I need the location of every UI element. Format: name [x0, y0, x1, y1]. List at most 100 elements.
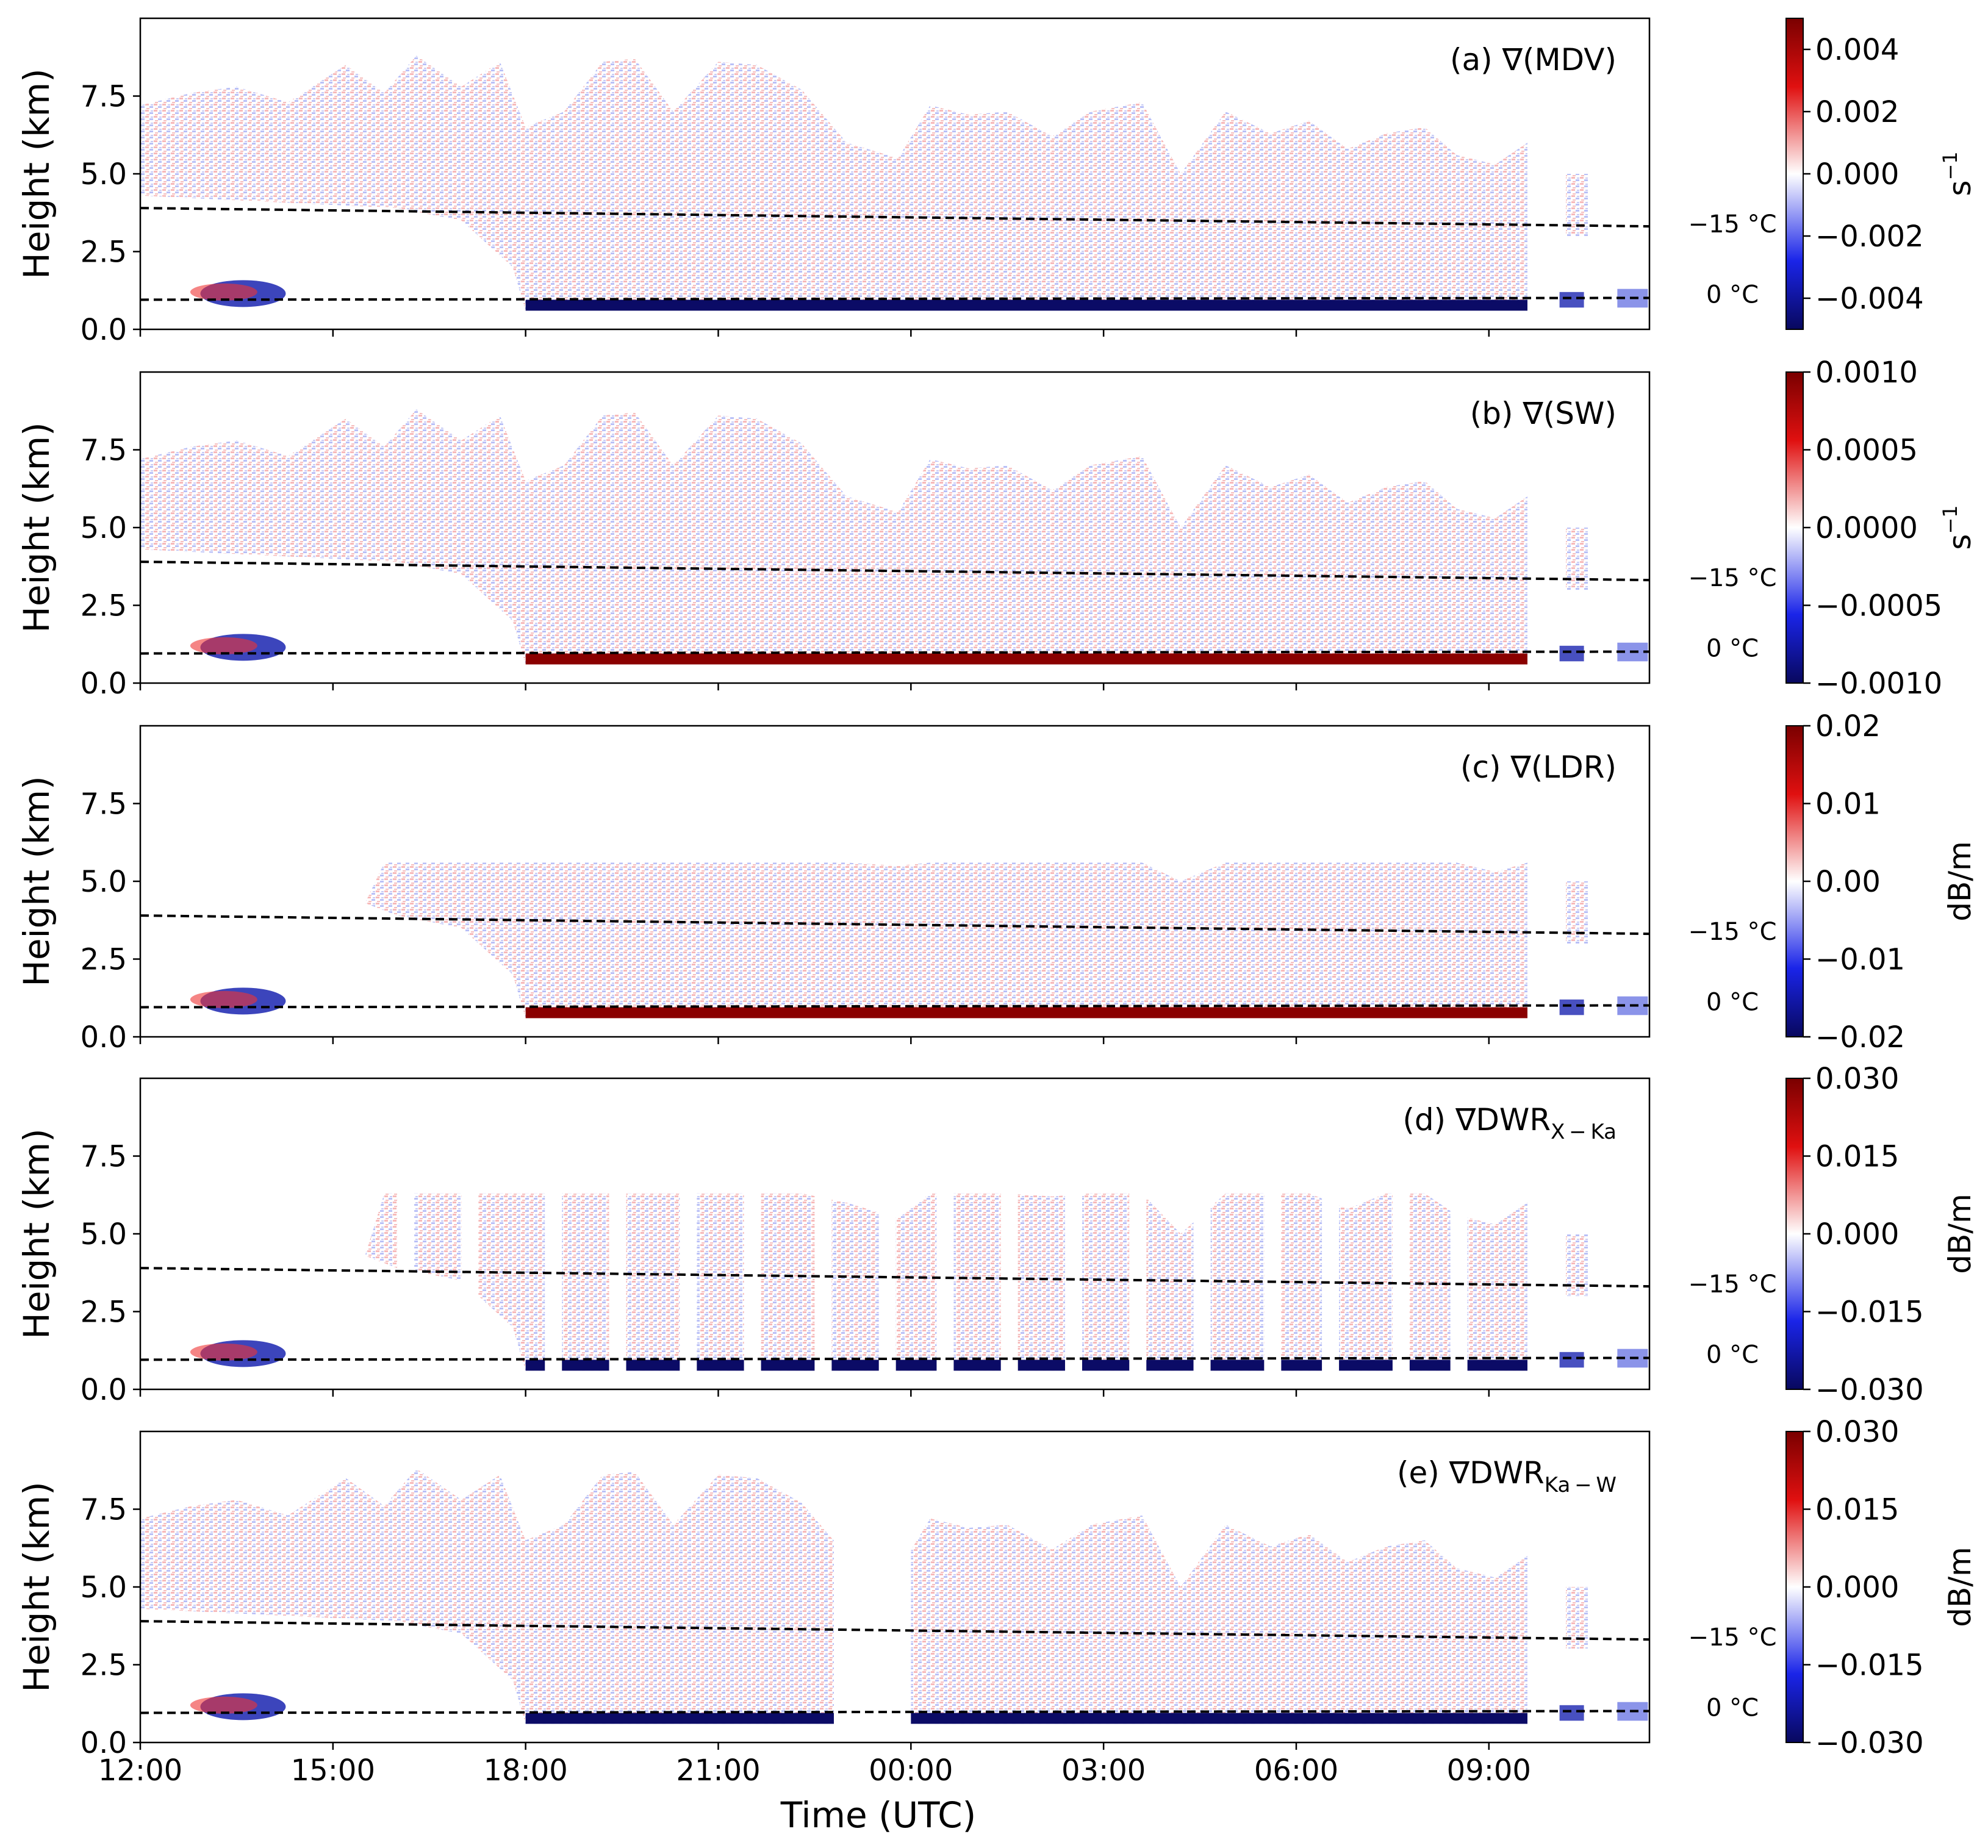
data-gap: [1064, 1078, 1082, 1389]
data-gap: [744, 1078, 761, 1389]
melting-layer-band: [525, 1007, 1527, 1019]
colorbar-tick-label: 0.002: [1815, 95, 1899, 129]
colorbar-tick-label: −0.015: [1815, 1649, 1924, 1683]
data-gap: [1129, 1078, 1147, 1389]
isotherm-line: [140, 650, 1650, 655]
y-axis-title: Height (km): [16, 1128, 57, 1339]
y-tick-label: 5.0: [81, 511, 127, 545]
y-tick-label: 5.0: [81, 1570, 127, 1605]
x-tick-label: 09:00: [1447, 1753, 1531, 1788]
isotherm-label: 0 °C: [1706, 988, 1759, 1016]
colorbar: [1785, 371, 1804, 684]
y-tick-label: 7.5: [81, 1140, 127, 1174]
isolated-echo: [1559, 999, 1584, 1015]
colorbar-tick-label: −0.0010: [1815, 667, 1942, 701]
y-tick-label: 7.5: [81, 1493, 127, 1527]
y-axis-title: Height (km): [16, 422, 57, 633]
y-tick-label: 5.0: [81, 865, 127, 899]
data-gap: [1392, 1078, 1410, 1389]
low-cloud-patch: [190, 990, 257, 1008]
isotherm-label: 0 °C: [1706, 634, 1759, 662]
low-cloud-patch: [190, 1343, 257, 1361]
isotherm-label: 0 °C: [1706, 1694, 1759, 1722]
x-tick-label: 12:00: [98, 1753, 182, 1788]
panel-c: −15 °C 0 °C 0.0 2.5 5.0 7.5 Height (km) (c) ∇(L…: [16, 709, 1978, 1055]
colorbar-tick-label: 0.0010: [1815, 356, 1918, 390]
isotherm-line: [140, 1356, 1650, 1361]
colorbar-tick-label: −0.030: [1815, 1373, 1924, 1407]
data-gap: [680, 1078, 697, 1389]
gradient-field: [140, 1431, 1648, 1742]
isotherm-label: −15 °C: [1688, 1270, 1776, 1298]
panel-title: (c) ∇(LDR): [1460, 750, 1617, 785]
low-cloud-patch: [190, 283, 257, 301]
melting-layer-band: [525, 299, 1527, 311]
isotherm-line: [140, 1267, 1650, 1288]
y-tick-label: 7.5: [81, 787, 127, 822]
colorbar-unit: s−1: [1939, 151, 1978, 196]
isolated-echo: [1559, 292, 1584, 308]
data-gap: [814, 1078, 832, 1389]
colorbar-tick-label: 0.02: [1815, 709, 1881, 743]
echo-region: [140, 56, 1527, 311]
colorbar-tick-label: 0.030: [1815, 1415, 1899, 1449]
panel-e: −15 °C 0 °C 0.0 2.5 5.0 7.5 Height (km) 12:00 15…: [16, 1415, 1978, 1788]
colorbar-unit: dB/m: [1942, 1547, 1978, 1627]
isotherm-label: −15 °C: [1688, 210, 1776, 238]
gradient-field: [190, 862, 1648, 1019]
colorbar-tick-label: −0.02: [1815, 1020, 1905, 1055]
data-gap: [833, 1431, 911, 1742]
data-gap: [936, 1078, 954, 1389]
colorbar-tick-label: −0.030: [1815, 1726, 1924, 1760]
x-tick-label: 21:00: [676, 1753, 760, 1788]
colorbar-tick-label: 0.015: [1815, 1140, 1899, 1174]
isolated-echo: [1559, 1705, 1584, 1721]
panel-d: −15 °C 0 °C 0.0 2.5 5.0 7.5 Height (km) (d) ∇DW…: [16, 1062, 1978, 1407]
data-gap: [397, 1078, 415, 1389]
colorbar-tick-label: 0.004: [1815, 33, 1899, 67]
colorbar: [1785, 1431, 1804, 1743]
x-axis-title: Time (UTC): [780, 1794, 977, 1836]
x-tick-label: 18:00: [483, 1753, 567, 1788]
x-tick-label: 00:00: [869, 1753, 953, 1788]
colorbar-unit: dB/m: [1942, 841, 1978, 922]
y-tick-label: 5.0: [81, 157, 127, 192]
x-tick-label: 06:00: [1254, 1753, 1338, 1788]
y-tick-label: 0.0: [81, 313, 127, 347]
echo-region: [365, 862, 1527, 1019]
colorbar-tick-label: −0.002: [1815, 220, 1924, 254]
panel-a: −15 °C 0 °C 0.0 2.5 5.0 7.5 Height (km) (a) ∇(M…: [16, 17, 1978, 347]
colorbar-tick-label: 0.0000: [1815, 511, 1918, 545]
isotherm-label: 0 °C: [1706, 1341, 1759, 1369]
isotherm-line: [140, 1004, 1650, 1009]
data-gap: [609, 1078, 626, 1389]
colorbar-tick-label: 0.00: [1815, 865, 1881, 899]
x-tick-label: 15:00: [291, 1753, 375, 1788]
colorbar-tick-label: 0.030: [1815, 1062, 1899, 1096]
x-tick-label: 03:00: [1061, 1753, 1146, 1788]
colorbar: [1785, 725, 1804, 1037]
y-tick-label: 5.0: [81, 1217, 127, 1252]
colorbar-tick-label: 0.000: [1815, 157, 1899, 192]
y-tick-label: 2.5: [81, 589, 127, 623]
isolated-echo: [1559, 645, 1584, 662]
y-axis-title: Height (km): [16, 1481, 57, 1692]
panel-title: (e) ∇DWRKa − W: [1397, 1455, 1617, 1497]
y-tick-label: 0.0: [81, 1373, 127, 1407]
y-axis-title: Height (km): [16, 68, 57, 279]
melting-layer-band: [525, 1713, 1527, 1724]
y-tick-label: 2.5: [81, 235, 127, 270]
y-tick-label: 2.5: [81, 943, 127, 977]
panel-b: −15 °C 0 °C 0.0 2.5 5.0 7.5 Height (km) (b) ∇(S…: [16, 356, 1978, 701]
isolated-echo: [1559, 1352, 1584, 1368]
y-tick-label: 0.0: [81, 667, 127, 701]
echo-region: [140, 409, 1527, 665]
isotherm-line: [140, 1710, 1650, 1714]
colorbar-tick-label: 0.0005: [1815, 434, 1918, 468]
y-tick-label: 7.5: [81, 80, 127, 114]
colorbar-tick-label: −0.01: [1815, 943, 1905, 977]
isotherm-line: [140, 1620, 1650, 1641]
data-gap: [1193, 1078, 1211, 1389]
colorbar-tick-label: 0.01: [1815, 787, 1881, 822]
melting-layer-band: [525, 1359, 1527, 1371]
